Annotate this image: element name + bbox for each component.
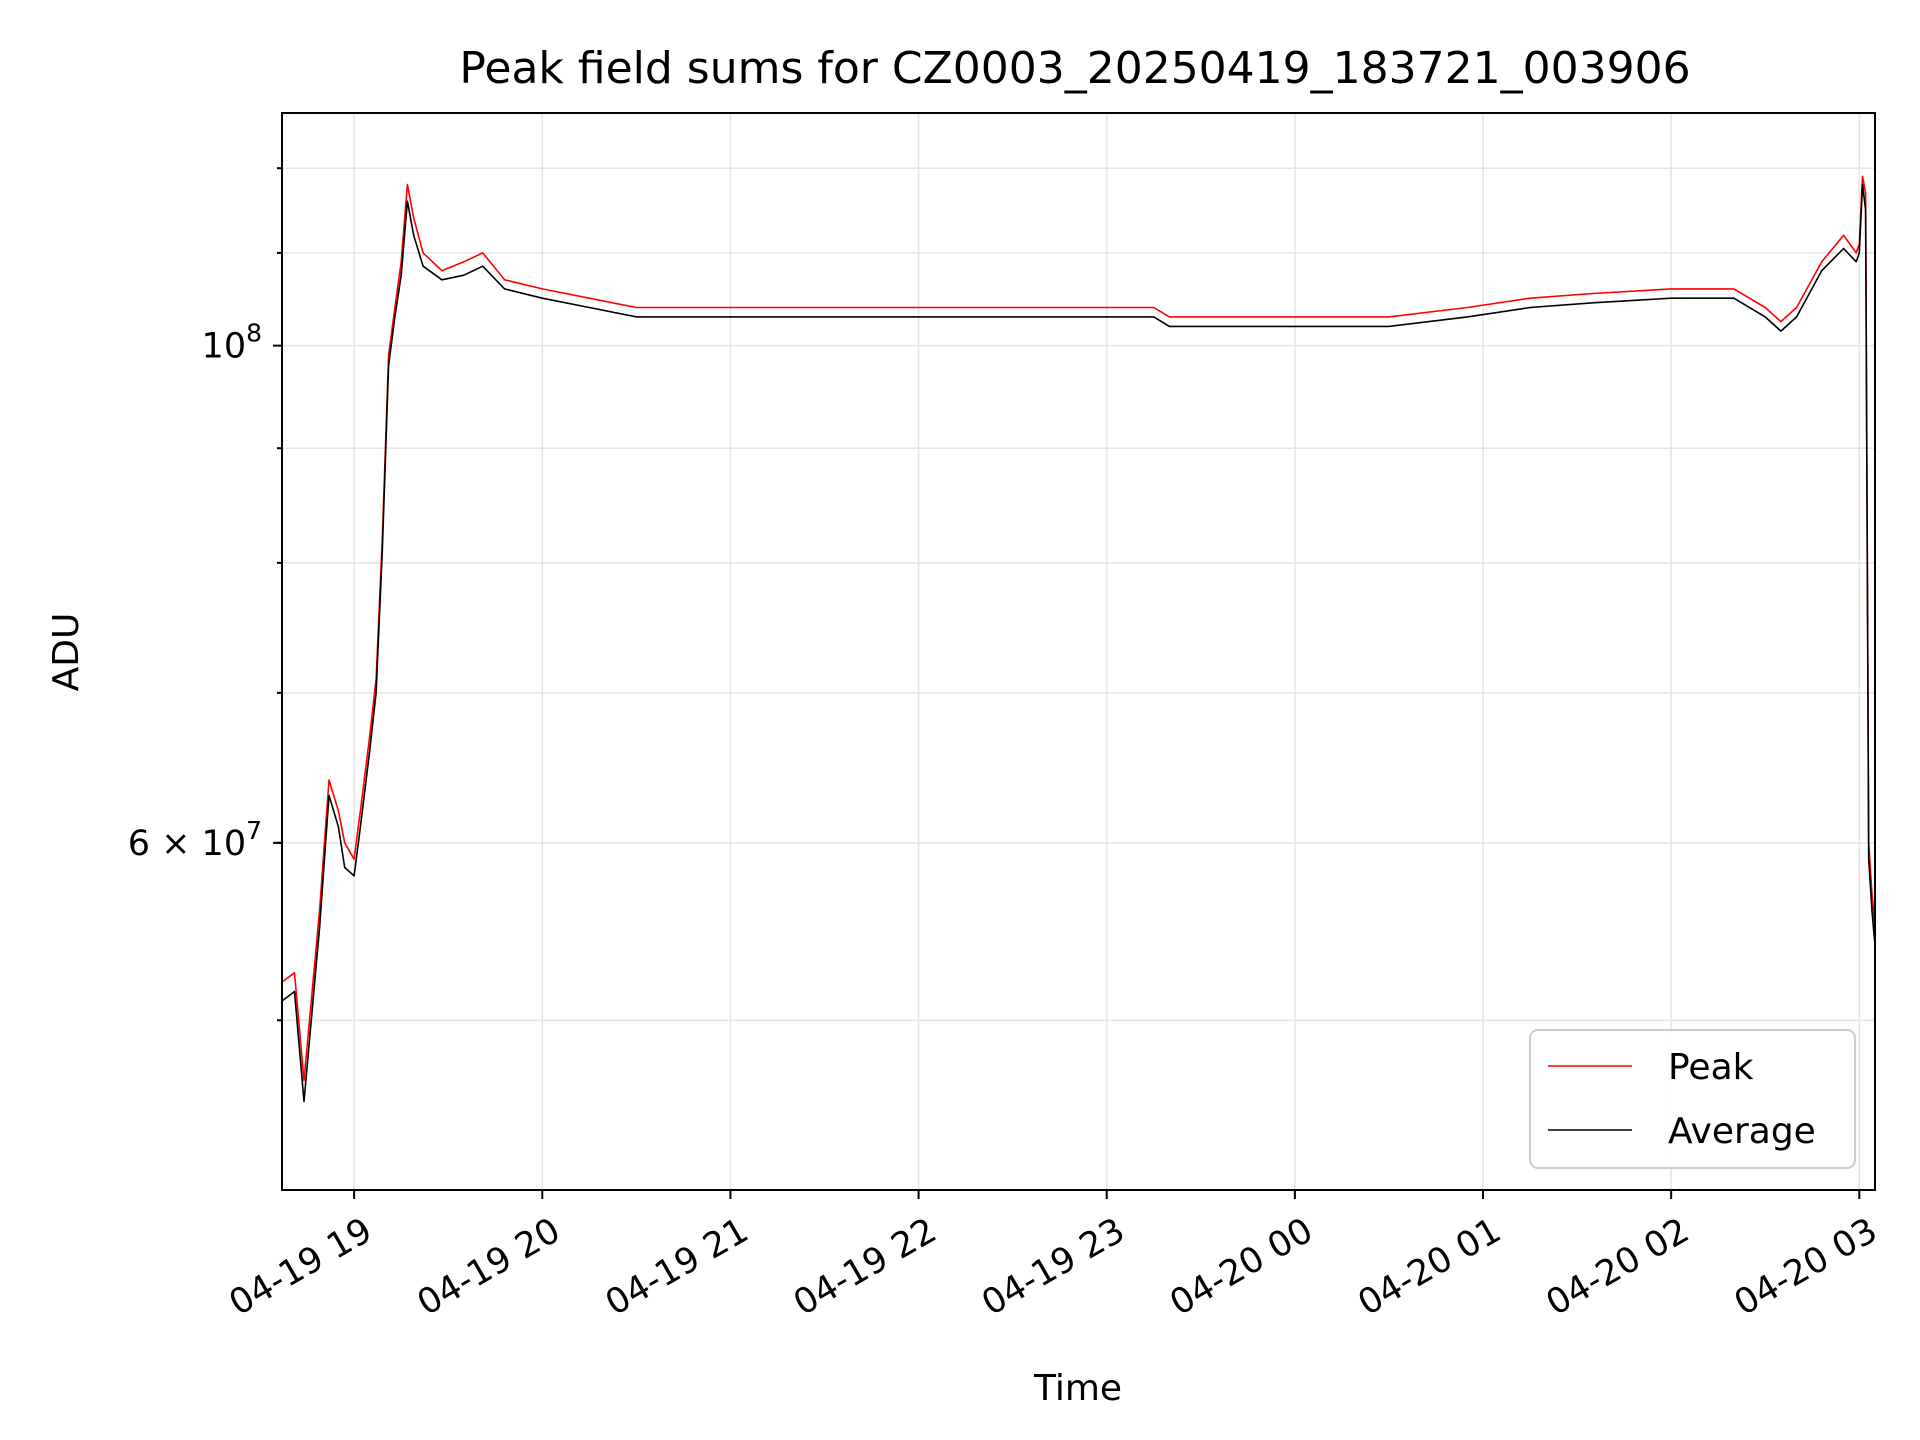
series-line-average — [282, 183, 1875, 1103]
y-axis-label: ADU — [46, 613, 87, 692]
x-axis-label: Time — [1033, 1368, 1122, 1409]
series-line-peak — [282, 175, 1875, 1082]
y-axis: 108 6 × 107 — [128, 167, 282, 1022]
plot-frame — [281, 112, 1876, 1191]
series-layer — [282, 175, 1875, 1103]
legend-box — [1529, 1029, 1856, 1169]
grid-layer — [282, 113, 1875, 1190]
y-tick-label: 6 × 107 — [128, 816, 262, 864]
y-tick-label: 108 — [202, 319, 262, 367]
legend-label-peak: Peak — [1668, 1047, 1754, 1088]
legend-label-average: Average — [1668, 1111, 1816, 1152]
legend: Peak Average — [1529, 1029, 1856, 1169]
chart-title: Peak field sums for CZ0003_20250419_1837… — [459, 43, 1690, 94]
